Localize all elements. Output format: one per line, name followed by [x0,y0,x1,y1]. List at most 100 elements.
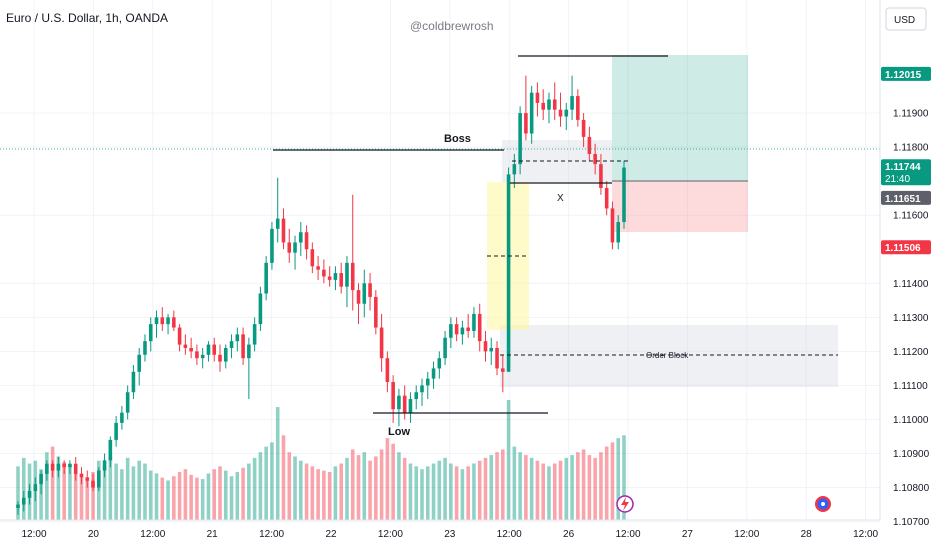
candle-body [477,313,482,342]
candle-body [102,460,107,471]
candle-body [576,96,580,120]
price-tick-label: 1.11400 [893,279,929,290]
volume-bar [501,449,505,520]
candle-body [235,334,240,342]
volume-bar [552,463,557,520]
candle-body [229,341,234,348]
volume-bar [472,463,476,520]
candle-body [91,480,95,488]
volume-bar [610,442,615,520]
volume-bar [195,477,199,520]
candle-body [414,392,419,400]
volume-bar [443,457,447,520]
volume-bar [177,472,182,520]
volume-bar [518,452,522,520]
price-tick-label: 1.10700 [893,517,930,528]
volume-bar [73,470,78,520]
volume-bar [414,466,419,520]
candle-body [437,358,442,369]
currency-button[interactable]: USD [885,7,927,31]
volume-bar [79,473,84,520]
candle-body [189,347,193,352]
candle-body [466,327,470,331]
volume-bar [264,446,268,520]
volume-bar [229,476,234,520]
candle-body [397,395,401,410]
candle-body [570,96,574,110]
volume-bar [39,469,43,520]
candle-body [483,341,488,352]
volume-bar [437,460,442,520]
candle-body [21,497,26,505]
candle-body [420,385,424,393]
candle-body [85,477,90,481]
volume-bar [368,460,372,520]
symbol-title: Euro / U.S. Dollar, 1h, OANDA [6,11,168,25]
candle-body [316,266,320,270]
volume-bar [495,452,499,520]
candle-body [333,273,338,280]
candle-body [454,324,459,335]
annotation-lines [0,55,880,414]
candle-body [148,324,153,342]
order-block-zone [500,325,838,387]
price-tick-label: 1.11200 [893,347,929,358]
price-tick-label: 1.11100 [893,381,928,392]
time-tick-label: 12:00 [378,529,403,540]
event-flag-icon[interactable] [815,496,831,512]
volume-bar [576,452,580,520]
price-tick-label: 1.11600 [893,211,929,222]
volume-bar [45,452,49,520]
candle-body [275,218,280,229]
volume-bar [68,464,72,520]
volume-bar [529,457,534,520]
candle-body [154,317,159,325]
candle-body [587,136,592,154]
candle-body [131,371,136,393]
price-tick-label: 1.11900 [893,109,929,120]
volume-bar [356,455,361,520]
price-badge-label: 1.12015 [885,70,922,81]
volume-bar [564,457,569,520]
dividend-icon[interactable] [616,495,634,513]
candle-body [177,327,182,345]
volume-bar [350,449,355,520]
volume-bar [85,477,90,520]
volume-bar [166,480,170,520]
volume-bar [397,452,401,520]
candle-body [495,347,499,369]
candle-body [518,113,522,165]
candle-body [304,232,309,250]
candle-body [552,99,557,110]
time-tick-label: 21 [207,529,219,540]
candle-body [247,344,251,359]
candle-body [264,262,268,294]
candle-body [547,99,551,110]
volume-bar [402,457,407,520]
boss-label: Boss [444,133,471,145]
volume-bar [374,456,378,520]
candle-body [368,283,372,297]
candle-body [362,283,367,304]
candle-body [356,290,361,304]
volume-bar [281,435,286,520]
time-tick-label: 12:00 [853,529,878,540]
candle-body [489,347,494,352]
candle-body [212,344,217,355]
volume-bar [512,446,517,520]
candle-body [524,113,528,134]
volume-bar [541,463,545,520]
volume-bar [460,469,465,520]
volume-bar [431,463,436,520]
candle-body [310,249,315,267]
candle-body [160,317,165,325]
candle-body [62,463,66,468]
volume-bar [287,452,292,520]
candle-body [33,484,38,491]
candle-body [599,164,603,188]
candle-body [293,242,297,253]
candle-body [443,337,447,359]
volume-bar [408,463,413,520]
grid-lines [0,0,880,523]
